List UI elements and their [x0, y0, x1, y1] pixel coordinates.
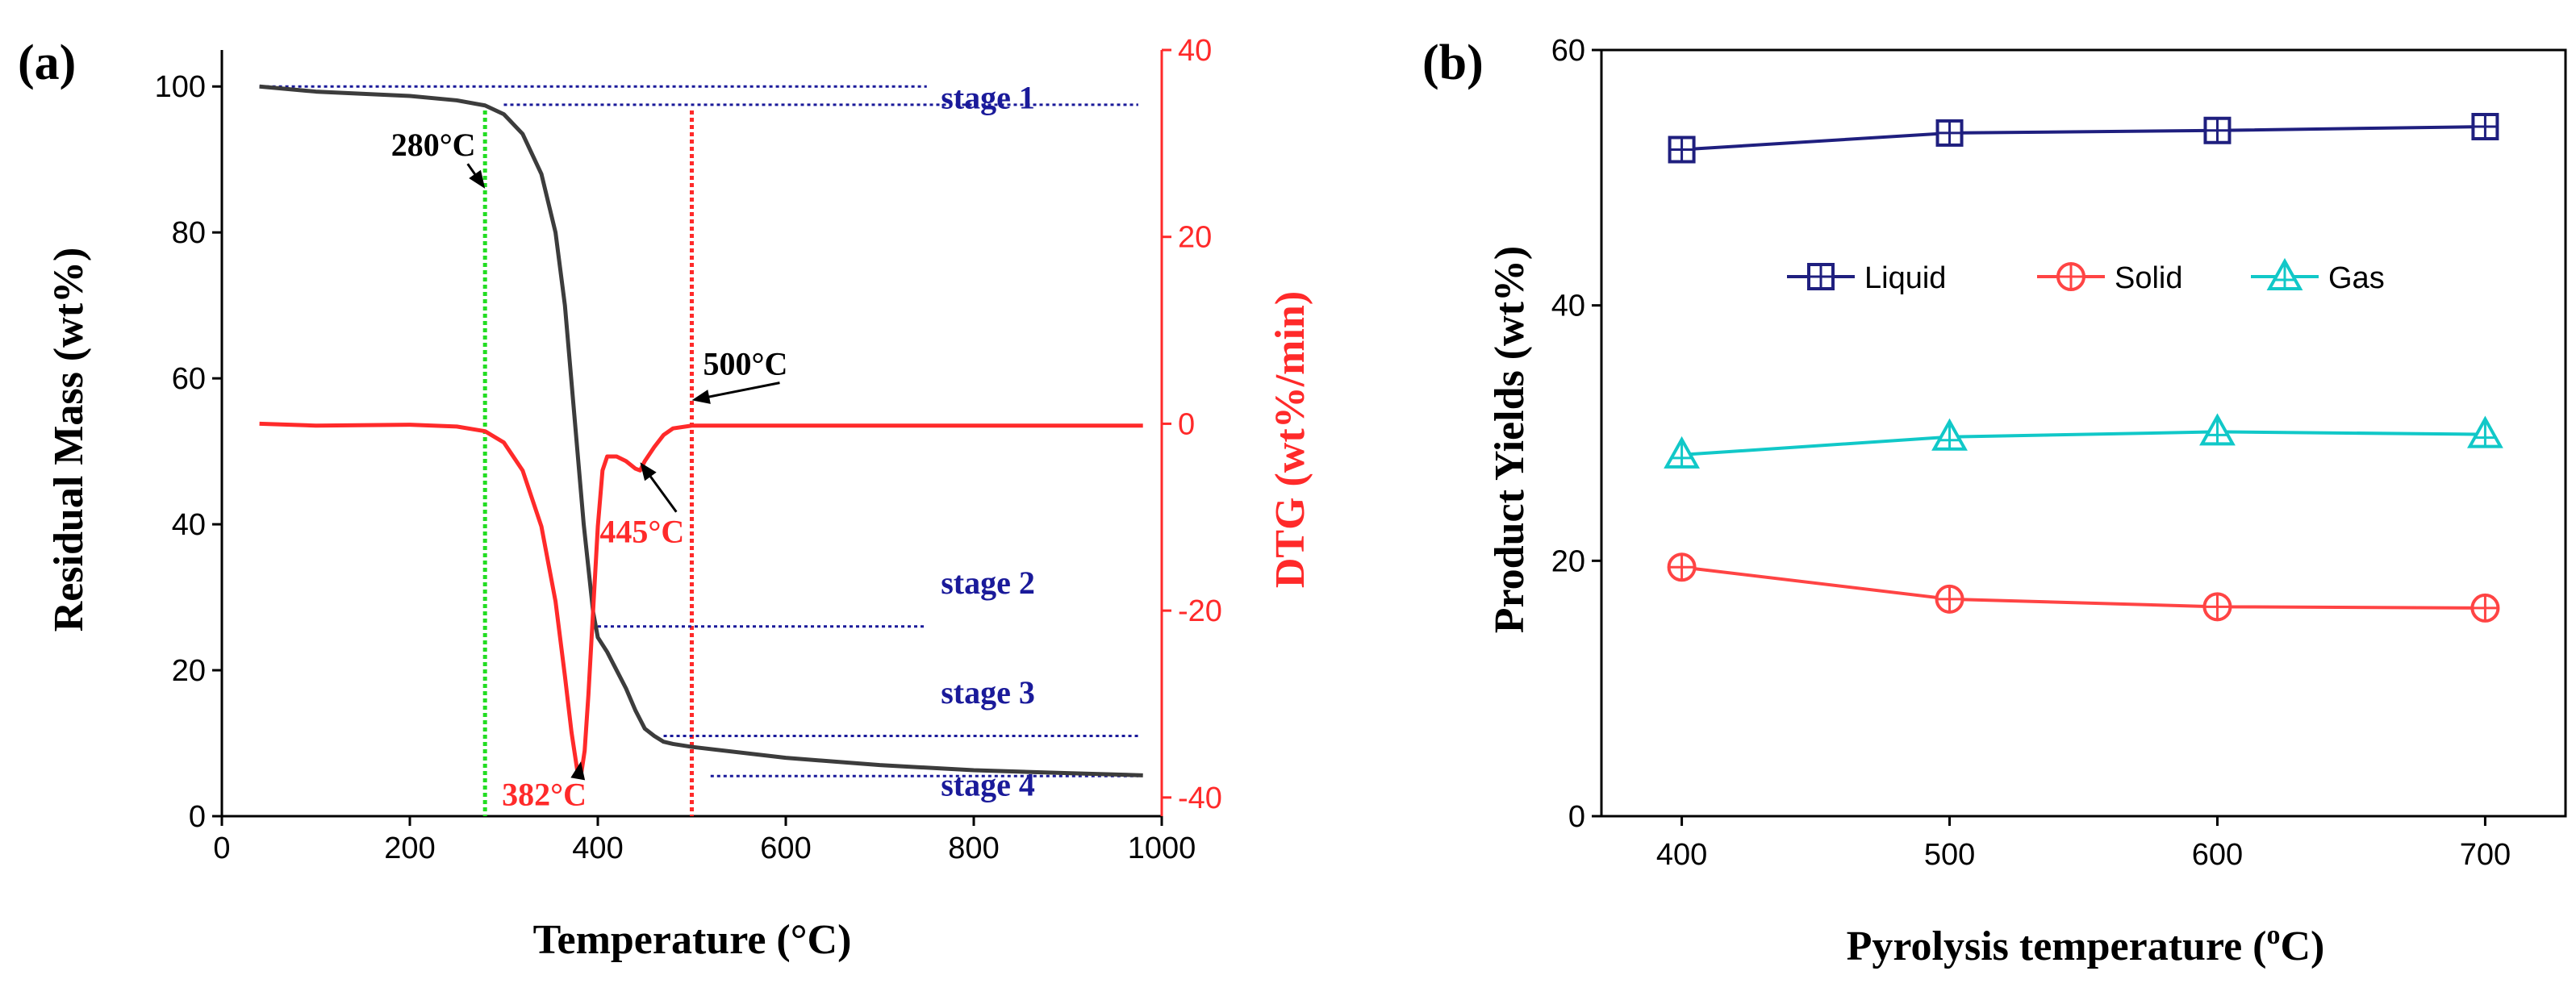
panel-b-liquid-point	[1935, 119, 1964, 147]
panel-b-x-tick-label: 700	[2460, 838, 2511, 872]
panel-a-stage-label-1: stage 1	[941, 79, 1035, 115]
panel-a-annotation-3: 445°C	[599, 514, 684, 550]
panel-b-legend: Liquid Solid Gas	[1787, 257, 2385, 295]
panel-b-liquid-point	[1668, 135, 1696, 164]
panel-a-label: (a)	[18, 35, 76, 90]
panel-b-gas-point	[2467, 415, 2503, 448]
panel-a-annotation-1: 280°C	[391, 127, 476, 163]
panel-a-arrow-2	[702, 381, 780, 400]
panel-a-x-tick-label: 600	[760, 832, 811, 865]
panel-b-legend-liquid-label: Liquid	[1864, 261, 1946, 295]
panel-a-annotation-2: 500°C	[703, 346, 787, 382]
panel-a-residual-mass-line	[259, 84, 1143, 777]
panel-b-liquid-point	[2471, 113, 2499, 140]
panel-b-x-axis-label-unit: C)	[2280, 923, 2324, 969]
panel-a-y-tick-label: 20	[172, 654, 206, 688]
panel-b-gas-point	[1664, 436, 1700, 469]
panel-b-x-tick-label: 400	[1656, 838, 1707, 872]
panel-a-x-tick-label: 1000	[1128, 832, 1196, 865]
panel-a-y-axis-label: Residual Mass (wt%)	[46, 248, 92, 632]
panel-b-legend-gas-marker	[2266, 257, 2303, 290]
panel-a-y2-tick-label: 40	[1178, 34, 1212, 68]
panel-a-y-tick-label: 0	[189, 800, 206, 834]
panel-a-arrow-head-2	[691, 390, 711, 404]
panel-b-gas-line	[1681, 430, 2486, 456]
panel-a-arrow-head-3	[640, 462, 657, 481]
panel-a-y2-tick-label: -20	[1178, 594, 1222, 628]
panel-b: (b) 400 500 600 700 0 20 40 60 Liquid Solid Gas Pr…	[1422, 34, 2567, 969]
panel-b-x-axis-label: Pyrolysis temperature (oC)	[1847, 920, 2325, 969]
panel-a-plot-area: 0 200 400 600 800 1000 0 20 40 60 80 100 -40 -20 0 20 40…	[155, 34, 1222, 865]
panel-b-liquid-line	[1681, 125, 2486, 152]
panel-b-x-tick-label: 500	[1924, 838, 1975, 872]
panel-b-solid-point	[1667, 552, 1697, 582]
panel-a-x-axis-label: Temperature (°C)	[533, 917, 852, 963]
panel-b-x-axis-label-degree: o	[2266, 920, 2280, 950]
panel-b-solid-point	[2202, 592, 2232, 622]
panel-b-gas-point	[2199, 413, 2236, 446]
panel-b-gas-point	[1931, 418, 1968, 451]
panel-a-y2-tick-label: 20	[1178, 221, 1212, 255]
panel-b-legend-solid-label: Solid	[2115, 261, 2183, 295]
panel-a-x-tick-label: 0	[213, 832, 230, 865]
panel-b-plot-area: 400 500 600 700 0 20 40 60 Liquid Solid Gas	[1551, 34, 2567, 872]
panel-b-frame	[1600, 48, 2567, 818]
panel-b-y-tick-label: 20	[1551, 544, 1585, 578]
panel-b-legend-gas-label: Gas	[2328, 261, 2385, 295]
panel-b-x-axis-label-main: Pyrolysis temperature (	[1847, 923, 2267, 969]
panel-b-legend-liquid-marker	[1807, 263, 1835, 290]
panel-b-liquid-point	[2203, 116, 2232, 144]
panel-a-y2-axis-label: DTG (wt%/min)	[1267, 291, 1313, 588]
panel-b-y-tick-label: 40	[1551, 290, 1585, 323]
panel-b-y-tick-label: 60	[1551, 34, 1585, 68]
panel-a-stage-label-2: stage 2	[941, 565, 1035, 601]
panel-b-y-tick-label: 0	[1568, 800, 1585, 834]
panel-b-solid-point	[1935, 584, 1964, 614]
panel-a-arrow-head-4	[570, 761, 586, 781]
panel-b-solid-point	[2470, 593, 2500, 623]
panel-a-y2-tick-label: 0	[1178, 407, 1195, 441]
panel-a-y-tick-label: 100	[155, 70, 206, 104]
panel-a: (a) 0 200 400 600 800 1000020406080100-40-200…	[18, 34, 1313, 963]
panel-a-y2-tick-label: -40	[1178, 782, 1222, 815]
panel-a-x-tick-label: 400	[572, 832, 623, 865]
panel-a-dtg-line	[259, 421, 1143, 778]
panel-a-arrow-3	[645, 470, 678, 513]
panel-b-label: (b)	[1422, 35, 1484, 90]
panel-a-y-tick-label: 80	[172, 216, 206, 250]
panel-b-legend-solid-marker	[2056, 262, 2085, 291]
panel-b-solid-line	[1681, 565, 2486, 610]
panel-a-y-tick-label: 40	[172, 508, 206, 542]
panel-a-stage-label-3: stage 3	[941, 674, 1035, 711]
panel-b-x-tick-label: 600	[2192, 838, 2243, 872]
panel-a-arrow-head-1	[469, 169, 486, 189]
panel-b-y-axis-label: Product Yields (wt%)	[1487, 246, 1533, 633]
panel-a-x-tick-label: 200	[384, 832, 435, 865]
panel-a-x-tick-label: 800	[948, 832, 999, 865]
panel-a-y-tick-label: 60	[172, 362, 206, 396]
panel-a-annotation-4: 382°C	[502, 776, 587, 812]
